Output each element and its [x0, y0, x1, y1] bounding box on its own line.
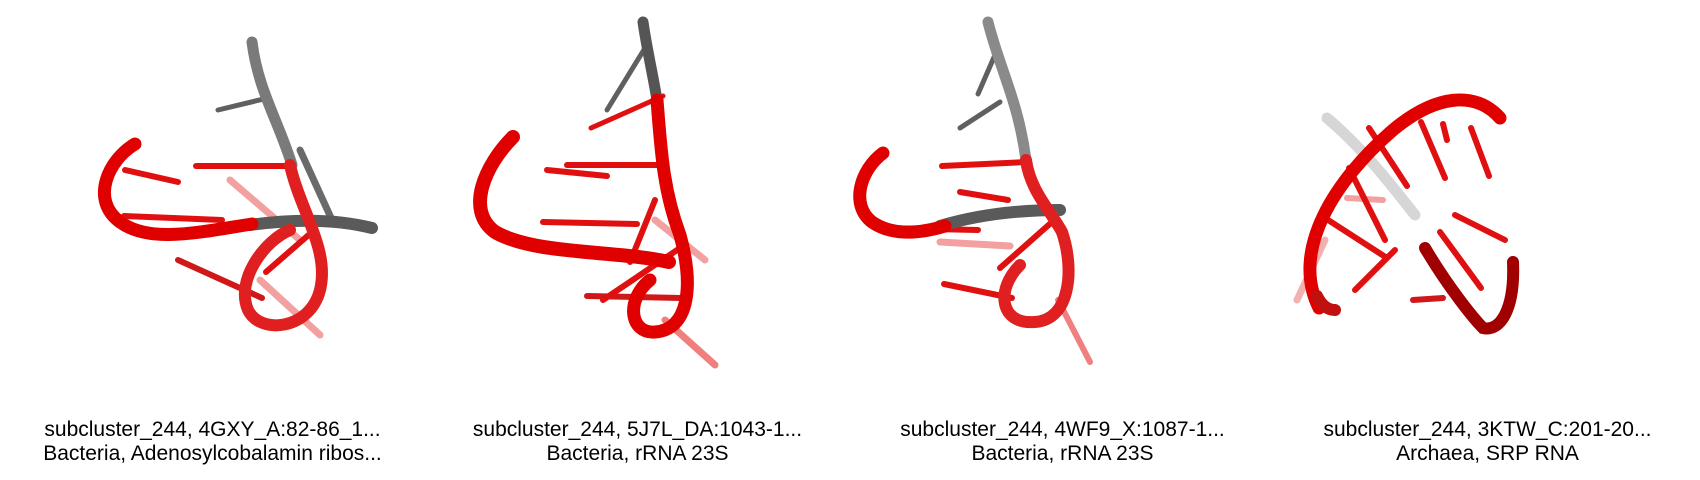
rna-structure-image	[853, 16, 1093, 365]
structure-subtitle: Archaea, SRP RNA	[1396, 442, 1579, 465]
structure-title: subcluster_244, 5J7L_DA:1043-1...	[472, 418, 803, 441]
structure-title: subcluster_244, 3KTW_C:201-20...	[1323, 418, 1652, 441]
rna-structure-image	[473, 16, 719, 369]
structure-caption: subcluster_244, 4GXY_A:82-86_1... Bacter…	[0, 418, 425, 466]
structure-title: subcluster_244, 4WF9_X:1087-1...	[900, 418, 1225, 441]
structure-title: subcluster_244, 4GXY_A:82-86_1...	[44, 418, 381, 441]
structure-caption: subcluster_244, 4WF9_X:1087-1... Bacteri…	[850, 418, 1275, 466]
structure-subtitle: Bacteria, rRNA 23S	[546, 442, 729, 465]
structure-caption: subcluster_244, 3KTW_C:201-20... Archaea…	[1275, 418, 1700, 466]
structure-subtitle: Bacteria, rRNA 23S	[971, 442, 1154, 465]
structure-panel[interactable]: subcluster_244, 5J7L_DA:1043-1... Bacter…	[425, 0, 850, 480]
structure-panel[interactable]: subcluster_244, 4WF9_X:1087-1... Bacteri…	[850, 0, 1275, 480]
structure-caption: subcluster_244, 5J7L_DA:1043-1... Bacter…	[425, 418, 850, 466]
structure-panel[interactable]: subcluster_244, 4GXY_A:82-86_1... Bacter…	[0, 0, 425, 480]
structure-subtitle: Bacteria, Adenosylcobalamin ribos...	[43, 442, 382, 465]
rna-structure-image	[1293, 93, 1520, 335]
structure-panel[interactable]: subcluster_244, 3KTW_C:201-20... Archaea…	[1275, 0, 1700, 480]
rna-structure-image	[97, 36, 378, 339]
